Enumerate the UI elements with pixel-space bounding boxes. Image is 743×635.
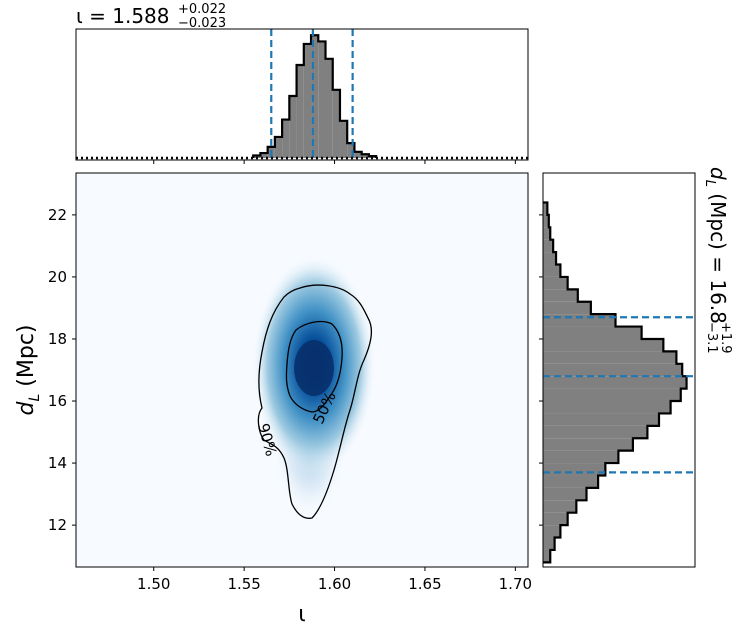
main-x-ticks: 1.50 1.55 1.60 1.65 1.70 [137, 567, 532, 593]
top-hist-bar [289, 96, 297, 158]
y-param-title: dL (Mpc) = 16.8 [702, 167, 730, 324]
top-hist-bar [296, 65, 304, 158]
right-hist-bar [543, 351, 677, 364]
right-hist-bar [543, 413, 659, 426]
top-hist-bar [325, 58, 333, 158]
top-hist-bar [311, 35, 319, 158]
top-hist-bar [347, 143, 355, 158]
right-hist-bar [543, 450, 619, 464]
right-hist-bar [543, 264, 561, 277]
top-panel-ticks [153, 160, 516, 164]
contour-50 [285, 320, 343, 413]
right-hist-bar [543, 239, 554, 253]
right-hist-bar [543, 438, 633, 451]
y-tick-label: 22 [48, 206, 67, 224]
right-histogram-bars [543, 201, 688, 564]
y-tick-label: 12 [48, 516, 67, 534]
right-hist-bar [543, 500, 577, 513]
x-tick-label: 1.70 [499, 575, 532, 593]
right-hist-bar [543, 463, 606, 476]
main-y-ticks: 12 14 16 18 20 22 [48, 206, 76, 534]
right-hist-bar [543, 326, 642, 339]
y-param-minus: −3.1 [704, 322, 719, 354]
top-hist-bar [274, 136, 283, 158]
x-tick-label: 1.65 [408, 575, 441, 593]
right-hist-bar [543, 549, 551, 563]
density-peak [294, 340, 334, 396]
top-hist-bar [318, 41, 326, 158]
x-tick-label: 1.55 [227, 575, 260, 593]
top-hist-bar [361, 154, 369, 158]
right-hist-outline [543, 201, 688, 564]
y-tick-label: 18 [48, 330, 67, 348]
x-axis-label: ι [298, 602, 305, 627]
right-histogram-panel: dL (Mpc) = 16.8 +1.9 −3.1 [539, 167, 733, 568]
right-hist-bar [543, 537, 555, 550]
right-hist-bar [543, 487, 587, 501]
right-hist-bar [543, 202, 548, 215]
y-axis-label: dL (Mpc) [14, 325, 43, 416]
right-hist-bar [543, 401, 671, 414]
y-tick-label: 14 [48, 454, 67, 472]
right-panel-ticks [539, 214, 543, 526]
top-histogram-panel: ι = 1.588 +0.022 −0.023 [75, 2, 529, 164]
x-param-title: ι = 1.588 [76, 4, 170, 28]
right-hist-bar [543, 376, 687, 389]
right-hist-bar [543, 276, 568, 290]
right-quantile-lines [543, 316, 695, 474]
x-tick-label: 1.60 [318, 575, 351, 593]
main-density-panel: 50% 90% 1.50 1.55 1.60 1.65 1.70 12141618202… [14, 172, 532, 627]
right-hist-bar [543, 525, 561, 538]
main-panel-frame [75, 172, 529, 568]
x-param-plus: +0.022 [178, 2, 226, 17]
right-hist-bar [543, 301, 591, 315]
y-tick-label: 20 [48, 268, 67, 286]
right-hist-bar [543, 475, 599, 488]
top-hist-bar [354, 151, 362, 158]
right-hist-bar [543, 425, 648, 439]
right-hist-bar [543, 227, 551, 240]
top-hist-bar [303, 43, 312, 158]
right-hist-bar [543, 214, 549, 228]
right-hist-bar [543, 314, 616, 327]
y-tick-label: 16 [48, 392, 67, 410]
top-hist-outline [252, 34, 378, 158]
right-hist-bar [543, 252, 557, 265]
x-param-minus: −0.023 [178, 16, 226, 31]
right-hist-bar [543, 338, 664, 352]
x-tick-label: 1.50 [137, 575, 170, 593]
top-panel-frame [75, 28, 529, 161]
right-hist-bar [543, 512, 568, 526]
right-panel-frame [542, 172, 696, 568]
contour-90 [257, 284, 373, 519]
right-hist-bar [543, 289, 578, 302]
top-hist-bar [332, 89, 340, 158]
right-hist-bar [543, 388, 681, 402]
y-param-plus: +1.9 [718, 322, 733, 354]
top-hist-bar [282, 119, 290, 158]
top-hist-bar [339, 120, 348, 158]
top-hist-bar [260, 153, 268, 158]
right-hist-bar [543, 363, 683, 377]
top-histogram-bars [252, 34, 378, 158]
